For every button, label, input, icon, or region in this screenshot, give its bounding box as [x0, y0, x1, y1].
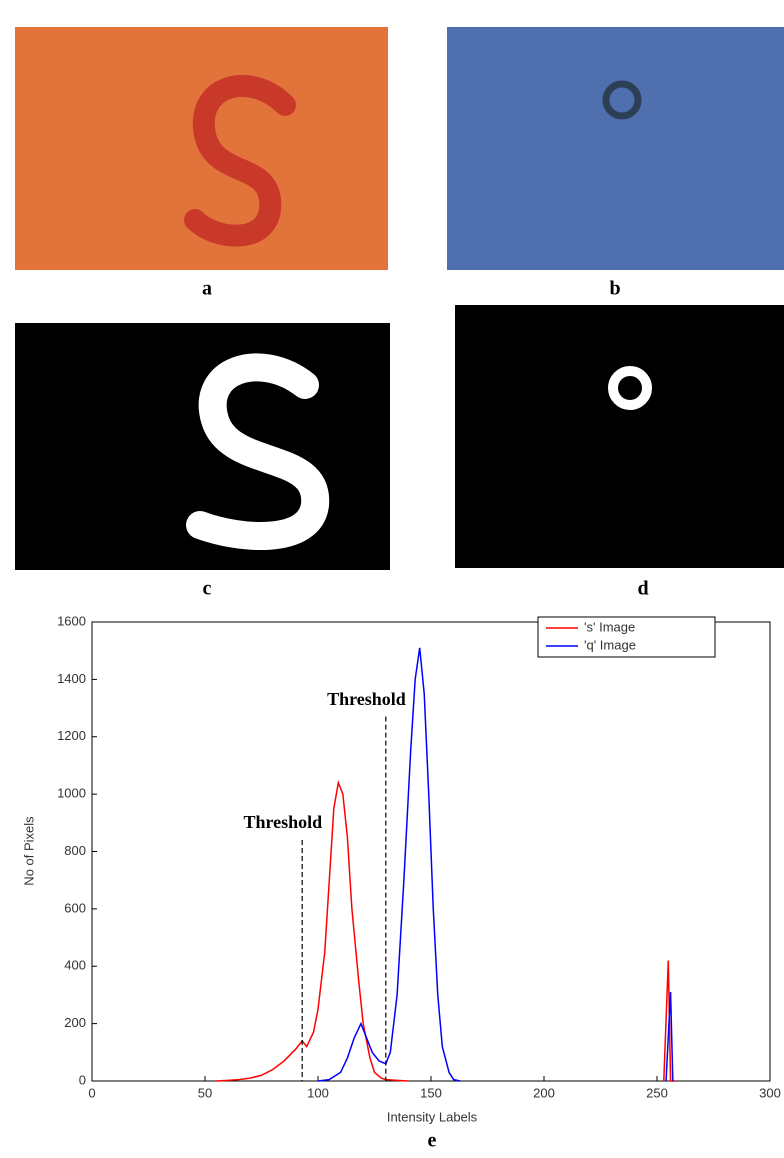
page: a b c d e Intensity Labels No of Pixels … — [0, 0, 784, 1158]
y-tick-label: 400 — [64, 958, 86, 973]
y-tick-label: 200 — [64, 1015, 86, 1030]
panel-label: c — [203, 578, 212, 600]
x-tick-label: 250 — [646, 1085, 668, 1100]
x-tick-label: 150 — [420, 1085, 442, 1100]
panel-label: e — [428, 1130, 437, 1152]
x-tick-label: 0 — [88, 1085, 95, 1100]
panel-label: a — [202, 278, 212, 300]
legend-label: 'q' Image — [584, 637, 636, 652]
x-tick-label: 200 — [533, 1085, 555, 1100]
image-d — [455, 305, 784, 568]
x-tick-label: 300 — [759, 1085, 781, 1100]
threshold-label: Threshold — [243, 812, 322, 832]
y-axis-label: No of Pixels — [21, 816, 36, 886]
y-tick-label: 1200 — [57, 728, 86, 743]
image-b — [447, 27, 784, 270]
panel-label: b — [609, 278, 620, 300]
panel-label: d — [637, 578, 648, 600]
legend-label: 's' Image — [584, 619, 635, 634]
y-tick-label: 1600 — [57, 613, 86, 628]
y-tick-label: 600 — [64, 900, 86, 915]
x-axis-label: Intensity Labels — [387, 1109, 478, 1124]
x-tick-label: 100 — [307, 1085, 329, 1100]
figure: a b c d e Intensity Labels No of Pixels … — [0, 0, 784, 1153]
threshold-label: Threshold — [327, 689, 406, 709]
y-tick-label: 1000 — [57, 786, 86, 801]
x-tick-label: 50 — [198, 1085, 212, 1100]
y-tick-label: 0 — [79, 1072, 86, 1087]
y-tick-label: 800 — [64, 843, 86, 858]
y-tick-label: 1400 — [57, 671, 86, 686]
